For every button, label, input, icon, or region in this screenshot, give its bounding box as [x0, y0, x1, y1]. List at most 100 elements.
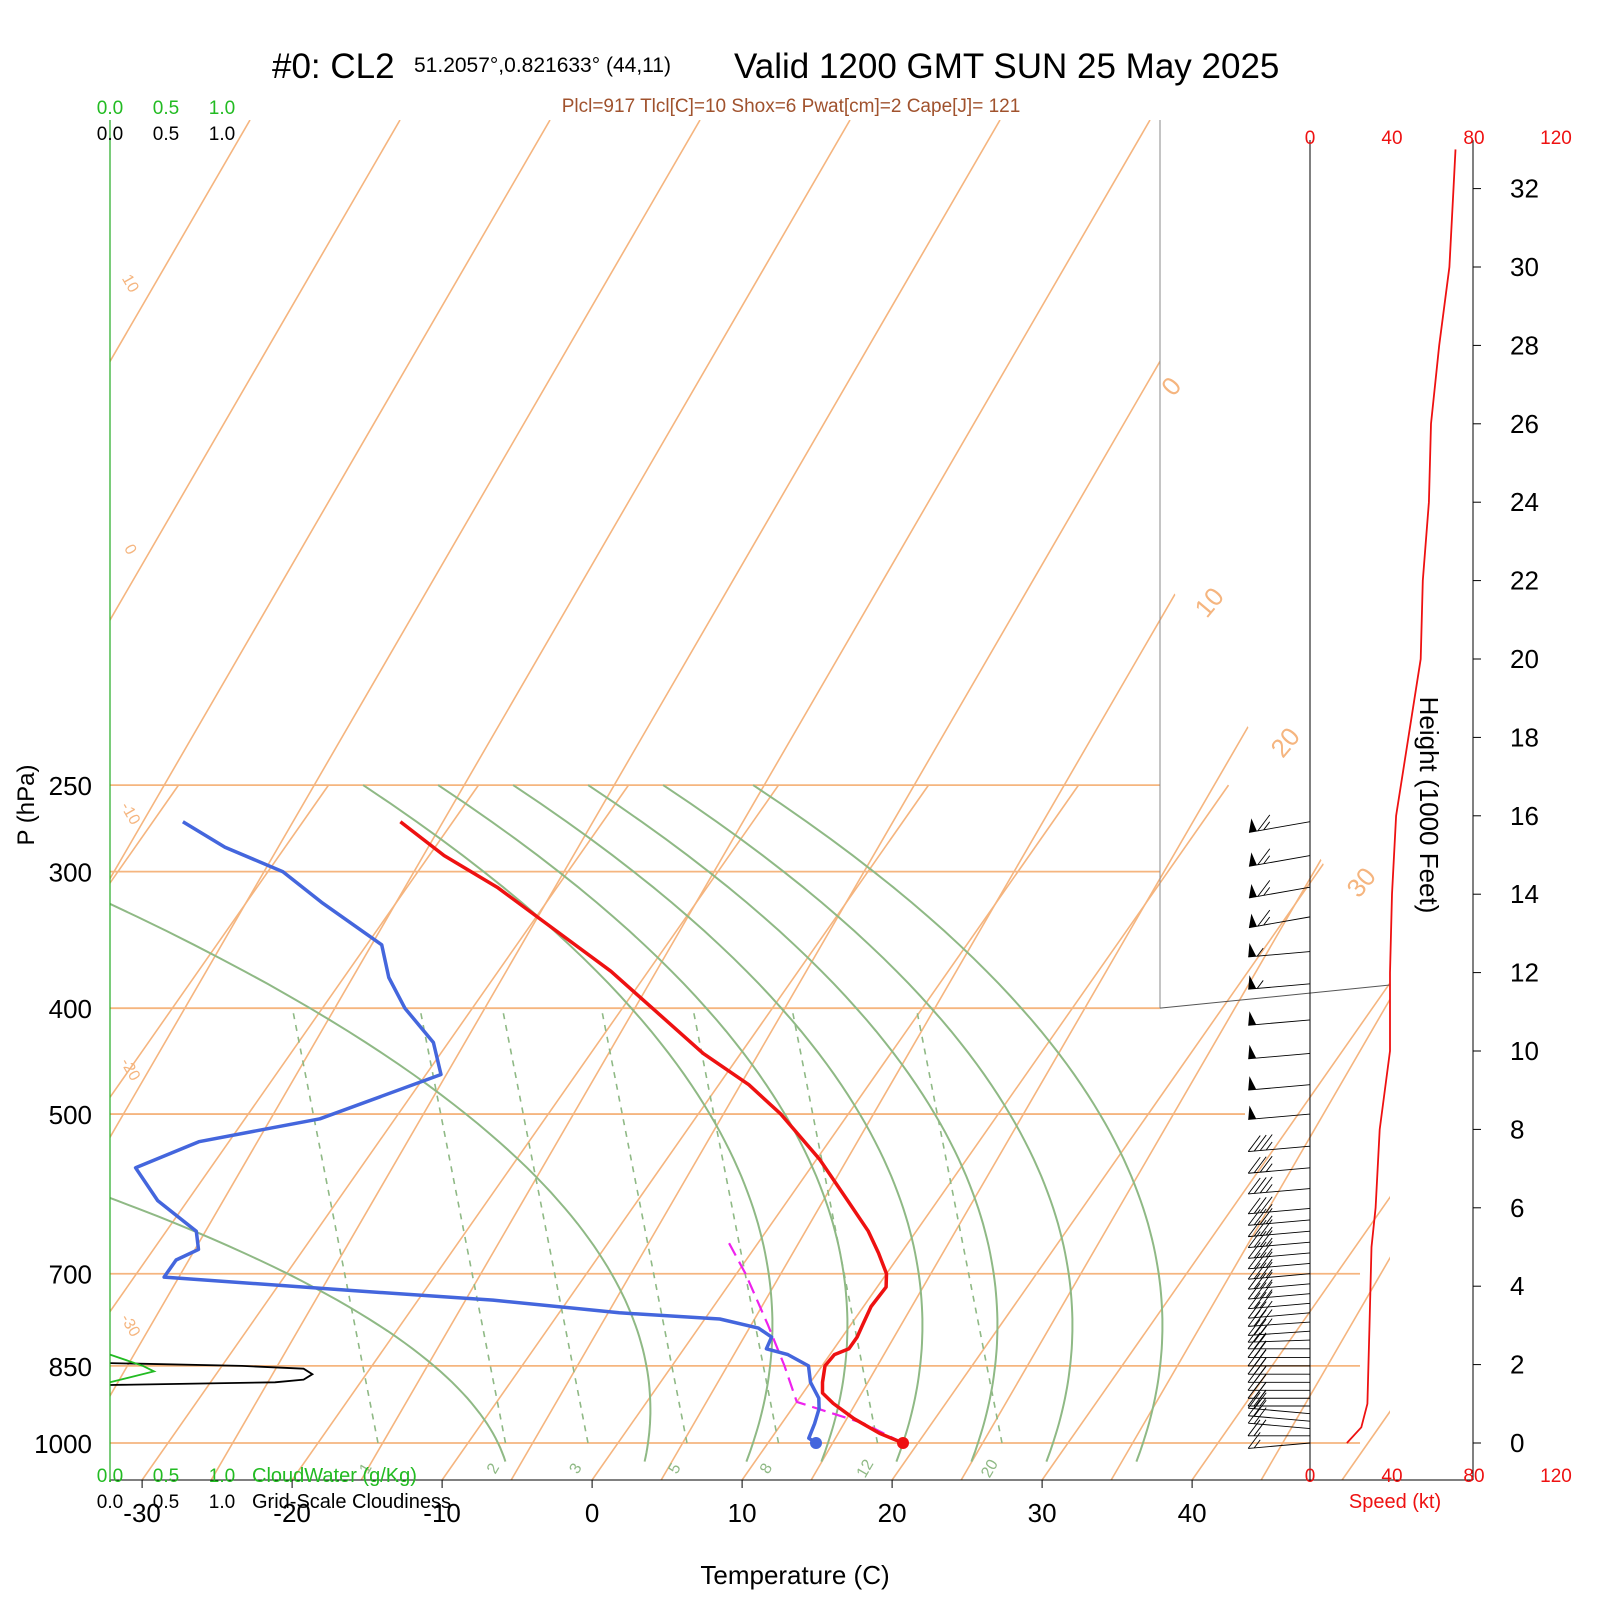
mixing-ratio-line: [501, 1008, 589, 1444]
isotherm-line: [0, 785, 29, 1480]
isotherm-line: [741, 784, 1230, 1480]
wind-barb: [1247, 1281, 1311, 1300]
isotherm-line: [1341, 784, 1390, 1480]
cloud-water-tick-bottom: 0.0: [97, 1466, 123, 1487]
wind-barb: [1248, 814, 1311, 833]
chart-axes: -30 -20 -10 0 10 20 30 402503004005007008501000…: [34, 98, 1572, 1528]
wind-barb: [1247, 1432, 1311, 1449]
theta-line: [110, 120, 251, 1480]
wind-barb: [1247, 1176, 1311, 1195]
isotherm-line: [1191, 784, 1390, 1480]
isotherm-line: [591, 784, 1080, 1480]
surface-dewpoint-point: [810, 1437, 822, 1449]
theta-line: [110, 120, 551, 1480]
height-tick-label: 18: [1510, 722, 1539, 752]
x-axis-label: Temperature (C): [700, 1560, 889, 1590]
wind-barb: [1247, 1219, 1311, 1238]
y-axis-label: P (hPa): [13, 765, 40, 846]
surface-temperature-point: [897, 1437, 909, 1449]
wind-speed-line: [1346, 149, 1457, 1444]
height-tick-label: 16: [1510, 801, 1539, 831]
isotherm-label: -30: [117, 1311, 143, 1340]
moist-adiabat-line: [437, 784, 849, 1462]
height-axis-label: Height (1000 Feet): [1414, 697, 1444, 914]
wind-barb: [1247, 1196, 1311, 1215]
wind-barb: [1247, 1419, 1310, 1437]
wind-barb: [1248, 1044, 1311, 1060]
mixing-ratio-line: [291, 1008, 379, 1444]
cloud-water-tick-top: 0.0: [97, 98, 123, 119]
cloudiness-tick-bottom: 1.0: [209, 1492, 235, 1513]
dewpoint-line: [133, 820, 821, 1445]
isotherm-label: 10: [118, 272, 142, 296]
wind-barb: [1247, 1271, 1311, 1290]
cloudiness-tick-top: 0.0: [97, 124, 123, 145]
theta-line: [660, 120, 1390, 1480]
theta-line: [210, 120, 1001, 1480]
temperature-tick-label: 20: [878, 1498, 907, 1528]
cloud-water-tick-top: 0.5: [153, 98, 179, 119]
cloud-water-line: [109, 1353, 157, 1384]
isotherm-label: 20: [1264, 721, 1306, 762]
wind-barb: [1247, 1300, 1311, 1319]
wind-barb: [1247, 1241, 1311, 1259]
mixing-ratio-label: 8: [757, 1461, 776, 1477]
wind-barb: [1247, 1251, 1311, 1270]
wind-barb: [1248, 942, 1311, 958]
wind-barb: [1247, 1291, 1311, 1310]
isotherm-line: [1041, 784, 1390, 1480]
mixing-ratio-line: [692, 1008, 780, 1444]
title-valid-time: Valid 1200 GMT SUN 25 May 2025: [734, 47, 1279, 86]
mixing-ratio-line: [791, 1008, 879, 1444]
cloudiness-line: [109, 1362, 315, 1386]
height-tick-label: 8: [1510, 1114, 1524, 1144]
pressure-tick-label: 400: [49, 994, 92, 1024]
title-left: #0: CL2: [272, 47, 395, 86]
height-tick-label: 6: [1510, 1193, 1524, 1223]
wind-barb: [1247, 1155, 1311, 1174]
temperature-tick-label: -10: [423, 1498, 461, 1528]
pressure-tick-label: 300: [49, 858, 92, 888]
temperature-tick-label: 40: [1178, 1498, 1207, 1528]
height-tick-label: 10: [1510, 1036, 1539, 1066]
wind-speed-tick-label-bottom: 40: [1381, 1466, 1402, 1487]
cloudiness-tick-top: 0.5: [153, 124, 179, 145]
wind-barb: [1247, 1332, 1310, 1350]
pressure-tick-label: 700: [49, 1260, 92, 1290]
theta-line: [810, 120, 1390, 1480]
cloudiness-tick-bottom: 0.5: [153, 1492, 179, 1513]
pressure-tick-label: 500: [49, 1100, 92, 1130]
parcel-line: [725, 1238, 904, 1444]
isotherm-line: [891, 784, 1380, 1480]
height-tick-label: 4: [1510, 1271, 1524, 1301]
wind-barb: [1247, 1230, 1311, 1249]
mixing-ratio-label: 3: [567, 1461, 586, 1477]
title-coords: 51.2057°,0.821633° (44,11): [414, 54, 671, 77]
height-tick-label: 22: [1510, 566, 1539, 596]
wind-barb: [1248, 1105, 1311, 1120]
isotherm-line: [291, 784, 780, 1480]
theta-line: [510, 120, 1301, 1480]
theta-line: [110, 120, 701, 1480]
theta-lines: [110, 120, 1390, 1480]
mixing-ratio-line: [600, 1008, 688, 1444]
moist-adiabats: [110, 784, 1164, 1462]
wind-speed-axis-label: Speed (kt): [1349, 1491, 1441, 1513]
wind-barb: [1248, 909, 1311, 929]
temperature-line: [399, 820, 904, 1445]
height-tick-label: 12: [1510, 958, 1539, 988]
temperature-tick-label: -20: [273, 1498, 311, 1528]
moist-adiabat-line: [587, 784, 999, 1462]
mixing-ratio-line: [419, 1008, 507, 1444]
wind-barb: [1247, 1134, 1311, 1153]
cloud-water-tick-bottom: 1.0: [209, 1466, 235, 1487]
wind-barb: [1247, 1261, 1311, 1280]
cloud-water-tick-top: 1.0: [209, 98, 235, 119]
moist-adiabat-line: [110, 784, 652, 1462]
wind-speed-tick-label-top: 0: [1305, 128, 1316, 149]
theta-line: [360, 120, 1151, 1480]
wind-speed-tick-label-top: 120: [1540, 128, 1572, 149]
isotherm-label: 10: [1188, 581, 1230, 622]
height-tick-label: 30: [1510, 252, 1539, 282]
height-tick-label: 26: [1510, 409, 1539, 439]
